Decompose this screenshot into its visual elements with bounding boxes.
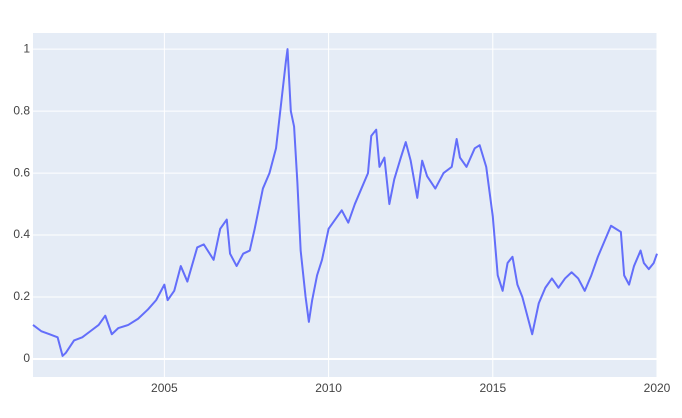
y-tick-label: 0.2: [13, 289, 30, 303]
y-tick-label: 0.6: [13, 165, 30, 179]
x-tick-label: 2010: [315, 381, 342, 395]
y-tick-label: 0.4: [13, 227, 30, 241]
y-tick-label: 0: [23, 351, 30, 365]
x-tick-label: 2020: [644, 381, 671, 395]
y-tick-label: 1: [23, 41, 30, 55]
x-tick-label: 2015: [479, 381, 506, 395]
line-series: [32, 48, 658, 357]
x-tick-label: 2005: [151, 381, 178, 395]
y-tick-label: 0.8: [13, 103, 30, 117]
